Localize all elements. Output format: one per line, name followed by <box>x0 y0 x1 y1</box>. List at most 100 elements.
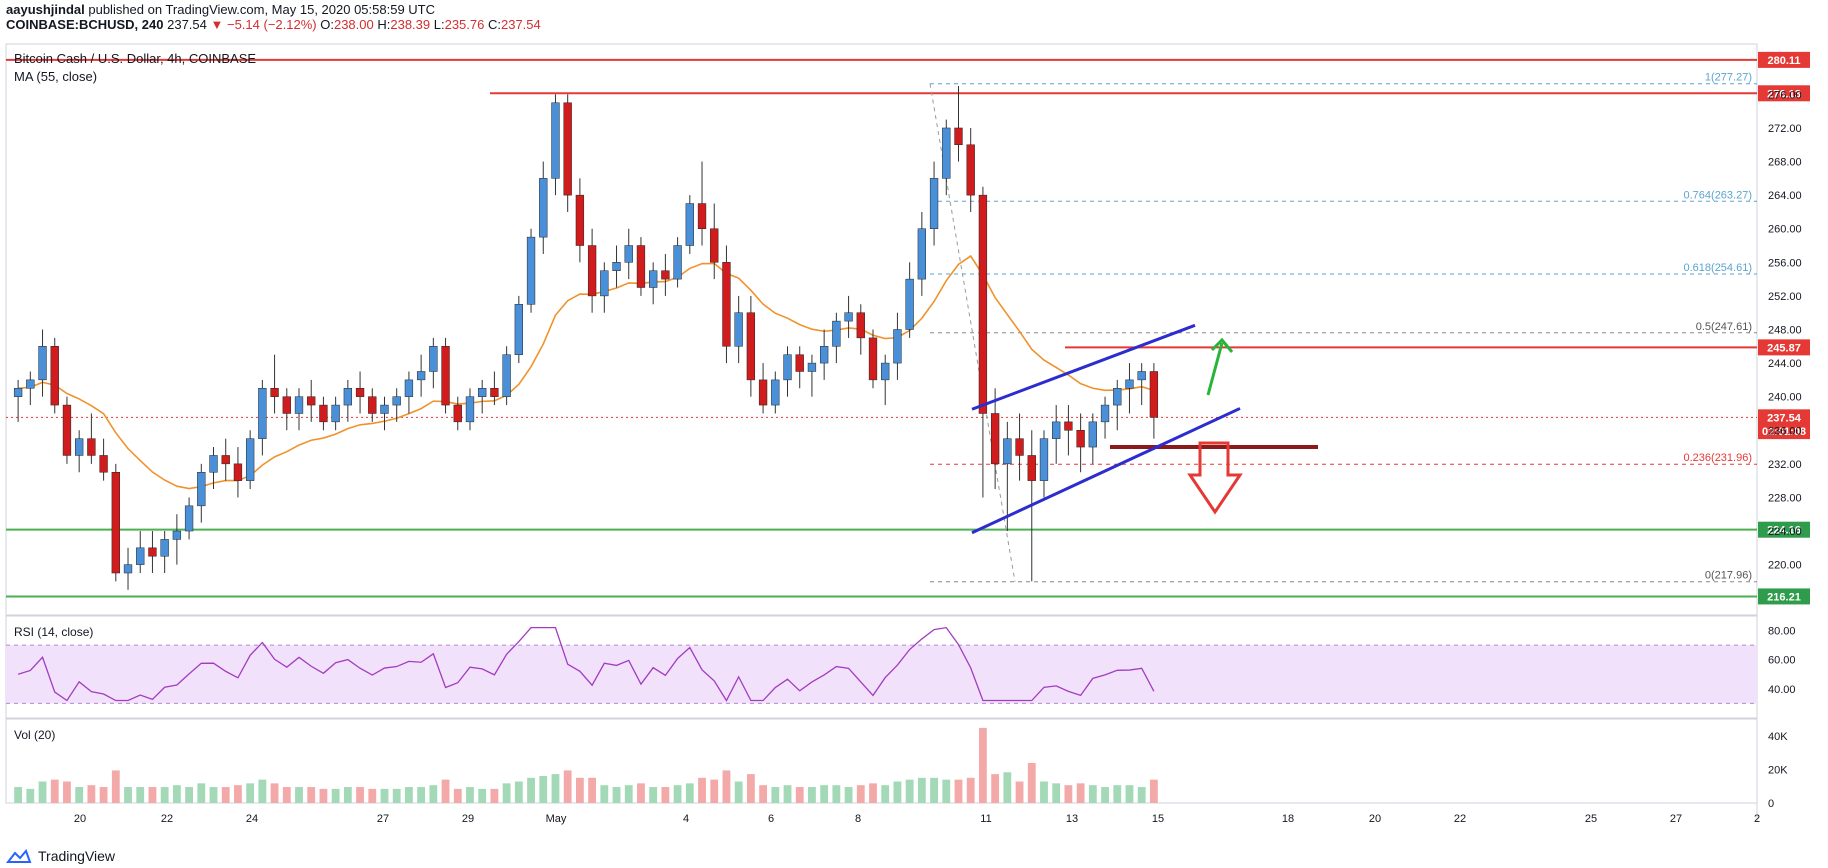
vol-tick-label: 0 <box>1768 798 1774 810</box>
symbol-label: COINBASE:BCHUSD, 240 <box>6 17 164 32</box>
volume-bar <box>539 775 548 803</box>
main-panel-frame <box>5 43 1758 616</box>
candle-body <box>478 388 487 397</box>
candle-body <box>148 547 157 557</box>
candle-body <box>50 346 59 406</box>
candle-body <box>123 564 133 574</box>
price-badge <box>1758 588 1810 605</box>
publish-line: aayushjindal published on TradingView.co… <box>6 2 541 17</box>
volume-bar <box>1064 785 1073 803</box>
author-name[interactable]: aayushjindal <box>6 2 85 17</box>
candle-body <box>380 404 389 414</box>
candle-body <box>990 413 1000 465</box>
price-tick-label: 256.00 <box>1768 257 1802 269</box>
candle-body <box>893 329 902 364</box>
candle-body <box>99 455 108 473</box>
volume-bar <box>14 787 23 803</box>
volume-bar <box>979 727 987 803</box>
candle-body <box>1052 421 1061 439</box>
price-badge-label: 216.21 <box>1767 591 1801 603</box>
rsi-tick-label: 60.00 <box>1768 655 1796 667</box>
candle-body <box>746 312 756 381</box>
candle-body <box>368 396 377 414</box>
candle-body <box>233 463 243 481</box>
candle-body <box>734 312 743 347</box>
volume-bar <box>429 785 438 803</box>
candle-body <box>1064 421 1073 431</box>
candle-body <box>26 379 35 389</box>
candle-body <box>551 102 560 179</box>
rsi-tick-label: 40.00 <box>1768 684 1796 696</box>
candle-body <box>270 388 279 397</box>
candle-body <box>636 245 646 288</box>
candle-body <box>649 270 658 288</box>
price-tick-label: 276.00 <box>1768 89 1802 101</box>
vol-tick-label: 40K <box>1768 731 1788 743</box>
time-tick-label: 25 <box>1585 813 1597 825</box>
candle-body <box>465 396 475 423</box>
volume-bar <box>832 785 841 803</box>
main-panel-title: Bitcoin Cash / U.S. Dollar, 4h, COINBASE <box>14 51 256 66</box>
volume-bar <box>478 788 487 803</box>
candle-body <box>1088 421 1097 448</box>
candle-body <box>868 337 878 381</box>
price-badge <box>1758 409 1810 426</box>
candle-body <box>600 270 609 297</box>
candle-body <box>587 245 597 297</box>
price-badge-label: 237.54 <box>1767 412 1802 424</box>
candle-body <box>197 472 206 507</box>
candle-body <box>832 320 841 347</box>
volume-bar <box>527 777 535 803</box>
volume-bar <box>820 785 829 803</box>
price-tick-label: 252.00 <box>1768 291 1802 303</box>
time-tick-label: 6 <box>768 813 774 825</box>
volume-bar <box>917 777 926 803</box>
volume-bar <box>392 788 401 803</box>
time-tick-label: 8 <box>855 813 861 825</box>
candle-body <box>905 278 914 330</box>
volume-bar <box>282 787 291 803</box>
volume-bar <box>356 787 364 803</box>
price-change: ▼ −5.14 (−2.12%) <box>210 17 317 32</box>
time-tick-label: 20 <box>1369 813 1381 825</box>
candle-body <box>355 388 365 397</box>
volume-bar <box>466 787 474 803</box>
candle-body <box>575 194 585 246</box>
vol-tick-label: 20K <box>1768 764 1788 776</box>
rsi-band <box>6 645 1757 704</box>
price-badge <box>1758 85 1810 102</box>
time-tick-label: 27 <box>1670 813 1682 825</box>
channel-upper-line <box>971 323 1196 411</box>
price-tick-label: 224.00 <box>1768 526 1802 538</box>
fib-label: 0(217.96) <box>1705 570 1752 582</box>
volume-bar <box>343 787 352 803</box>
tradingview-logo[interactable]: TradingView <box>6 848 115 864</box>
candle-body <box>75 438 84 456</box>
candle-body <box>978 194 988 414</box>
close-value: 237.54 <box>500 17 541 32</box>
volume-bar <box>87 785 96 803</box>
volume-bar <box>661 787 670 803</box>
volume-bar <box>441 779 450 803</box>
candle-body <box>62 404 72 456</box>
vol-panel-title: Vol (20) <box>14 728 55 742</box>
candle-body <box>1039 438 1049 481</box>
price-tick-label: 232.00 <box>1768 459 1802 471</box>
candle-body <box>184 505 194 532</box>
candle-body <box>697 203 707 229</box>
volume-bar <box>673 785 682 803</box>
volume-bar <box>575 777 584 803</box>
time-tick-label: 22 <box>1454 813 1466 825</box>
high-value: 238.39 <box>390 17 431 32</box>
fib-label: 1(277.27) <box>1705 72 1752 84</box>
volume-bar <box>1027 763 1036 803</box>
ma55-line <box>18 254 1155 490</box>
price-tick-label: 244.00 <box>1768 358 1802 370</box>
candle-body <box>807 362 817 372</box>
fib-label: 0.618(254.61) <box>1684 262 1753 274</box>
candle-body <box>783 354 792 381</box>
volume-bar <box>1149 779 1158 803</box>
candle-body <box>416 371 426 381</box>
volume-bar <box>50 779 59 803</box>
